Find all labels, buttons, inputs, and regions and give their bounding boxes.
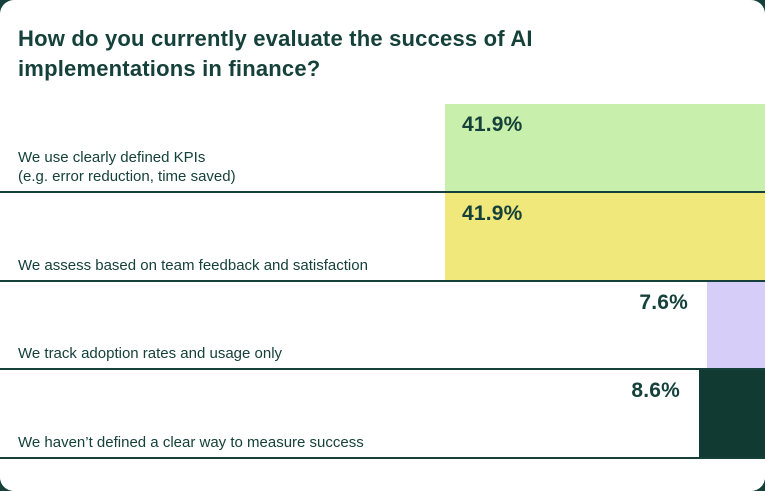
- bar-chart: 41.9% We use clearly defined KPIs (e.g. e…: [0, 104, 765, 459]
- card-footer: [0, 459, 765, 491]
- value-label: 8.6%: [631, 379, 680, 403]
- value-label: 41.9%: [462, 201, 523, 225]
- chart-row: 41.9% We use clearly defined KPIs (e.g. e…: [0, 104, 765, 193]
- value-label: 41.9%: [462, 113, 523, 136]
- category-label: We haven’t defined a clear way to measur…: [18, 434, 364, 451]
- value-label: 7.6%: [639, 290, 688, 314]
- bar-fill: [699, 370, 765, 457]
- bar-fill: [445, 104, 765, 191]
- category-label: We use clearly defined KPIs (e.g. error …: [18, 148, 236, 185]
- chart-row: 41.9% We assess based on team feedback an…: [0, 192, 765, 282]
- chart-row: 8.6% We haven’t defined a clear way to me…: [0, 370, 765, 459]
- chart-row: 7.6% We track adoption rates and usage on…: [0, 281, 765, 371]
- card-header: How do you currently evaluate the succes…: [0, 0, 765, 104]
- category-label: We assess based on team feedback and sat…: [18, 256, 368, 274]
- category-label: We track adoption rates and usage only: [18, 345, 283, 363]
- bar-fill: [445, 192, 765, 280]
- bar-fill: [707, 281, 765, 369]
- chart-title: How do you currently evaluate the succes…: [18, 26, 533, 81]
